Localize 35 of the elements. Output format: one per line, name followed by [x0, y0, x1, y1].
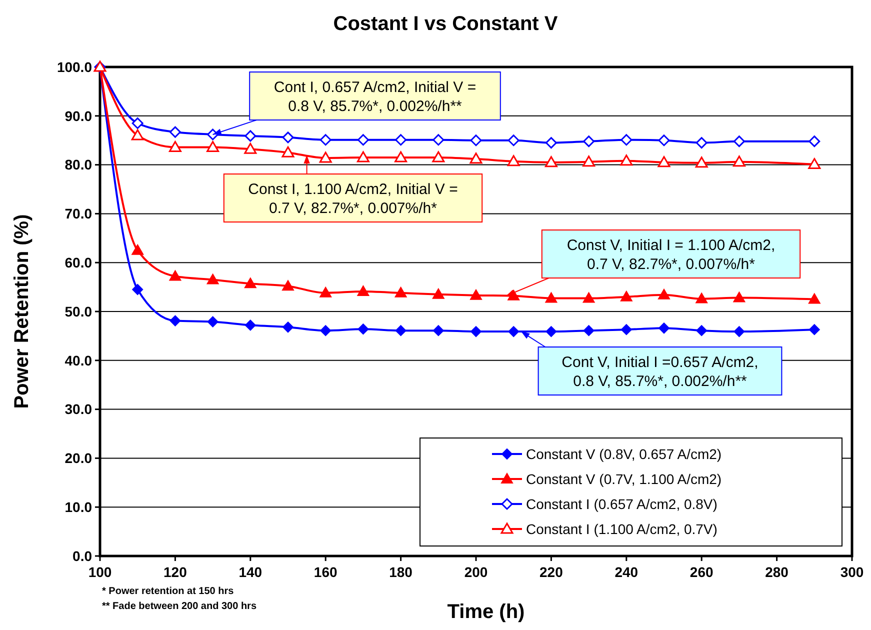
x-tick-label: 280	[765, 564, 789, 580]
y-tick-label: 50.0	[64, 303, 92, 320]
x-tick-label: 120	[164, 564, 188, 580]
x-tick-label: 100	[88, 564, 112, 580]
annotation: Cont I, 0.657 A/cm2, Initial V = 0.8 V, 85.7%*, 0.002%/h**	[274, 79, 476, 115]
y-tick-label: 100.0	[56, 58, 92, 75]
legend-label: Constant I (1.100 A/cm2, 0.7V)	[526, 520, 718, 537]
chart-title: Costant I vs Constant V	[333, 13, 558, 35]
x-tick-label: 260	[690, 564, 714, 580]
x-tick-label: 140	[238, 564, 262, 580]
legend-label: Constant V (0.7V, 1.100 A/cm2)	[526, 470, 722, 487]
y-tick-label: 40.0	[64, 352, 92, 368]
y-tick-label: 10.0	[64, 499, 92, 515]
annotation: Const V, Initial I = 1.100 A/cm2, 0.7 V, 82.7%*, 0.007%/h*	[566, 237, 776, 273]
y-tick-label: 90.0	[64, 108, 92, 124]
y-tick-label: 60.0	[64, 254, 92, 270]
y-tick-label: 20.0	[64, 450, 92, 466]
y-tick-label: 30.0	[64, 401, 92, 418]
x-tick-label: 180	[389, 564, 413, 580]
x-tick-label: 160	[314, 564, 338, 580]
x-tick-label: 220	[540, 564, 564, 580]
y-tick-label: 80.0	[64, 156, 92, 173]
annotation: Const I, 1.100 A/cm2, Initial V = 0.7 V, 82.7%*, 0.007%/h*	[248, 181, 458, 217]
x-tick-label: 200	[464, 564, 488, 580]
x-tick-label: 240	[614, 564, 638, 580]
annotation: Cont V, Initial I =0.657 A/cm2, 0.8 V, 85.7%*, 0.002%/h**	[562, 354, 758, 390]
y-tick-label: 0.0	[72, 548, 92, 564]
y-axis-title: Power Retention (%)	[11, 214, 33, 409]
legend-label: Constant I (0.657 A/cm2, 0.8V)	[526, 496, 718, 512]
legend-label: Constant V (0.8V, 0.657 A/cm2)	[526, 446, 722, 462]
x-axis-title: Time (h)	[447, 601, 525, 623]
text: * Power retention at 150 hrs	[102, 586, 234, 597]
x-tick-label: 300	[840, 564, 864, 580]
y-tick-label: 70.0	[64, 206, 92, 222]
text: ** Fade between 200 and 300 hrs	[102, 601, 257, 612]
